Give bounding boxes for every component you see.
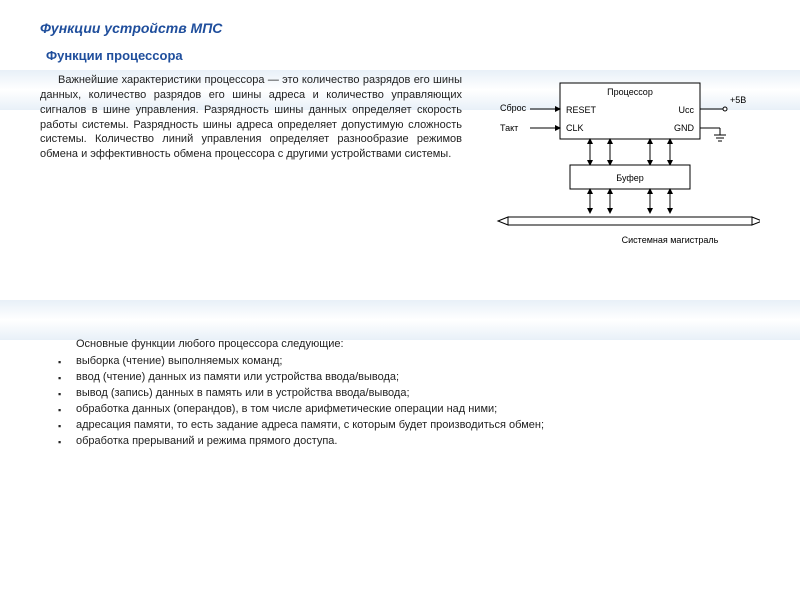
- system-bus: [498, 217, 760, 225]
- pin-clk: CLK: [566, 123, 584, 133]
- pin-gnd: GND: [674, 123, 695, 133]
- buffer-label: Буфер: [616, 173, 644, 183]
- ext-clk: Такт: [500, 123, 518, 133]
- pin-reset: RESET: [566, 105, 597, 115]
- list-item: выборка (чтение) выполняемых команд;: [58, 354, 760, 370]
- proc-buffer-arrows: [590, 139, 670, 165]
- ext-vcc: +5В: [730, 95, 746, 105]
- functions-section: Основные функции любого процессора следу…: [40, 338, 760, 450]
- list-item: вывод (запись) данных в память или в уст…: [58, 386, 760, 402]
- section-title: Функции процессора: [46, 48, 760, 63]
- functions-list: выборка (чтение) выполняемых команд; вво…: [58, 354, 760, 450]
- list-item: адресация памяти, то есть задание адреса…: [58, 418, 760, 434]
- buffer-bus-arrows: [590, 189, 670, 213]
- list-item: ввод (чтение) данных из памяти или устро…: [58, 370, 760, 386]
- bus-label: Системная магистраль: [622, 235, 719, 245]
- list-item: обработка данных (операндов), в том числ…: [58, 402, 760, 418]
- main-paragraph: Важнейшие характеристики процессора — эт…: [40, 73, 462, 162]
- ext-reset: Сброс: [500, 103, 527, 113]
- pin-ucc: Uсс: [679, 105, 695, 115]
- functions-intro: Основные функции любого процессора следу…: [58, 338, 760, 350]
- proc-label: Процессор: [607, 87, 653, 97]
- list-item: обработка прерываний и режима прямого до…: [58, 434, 760, 450]
- page-title: Функции устройств МПС: [40, 20, 760, 36]
- processor-diagram: Процессор RESET CLK Uсс GND Сброс Такт +…: [480, 73, 760, 268]
